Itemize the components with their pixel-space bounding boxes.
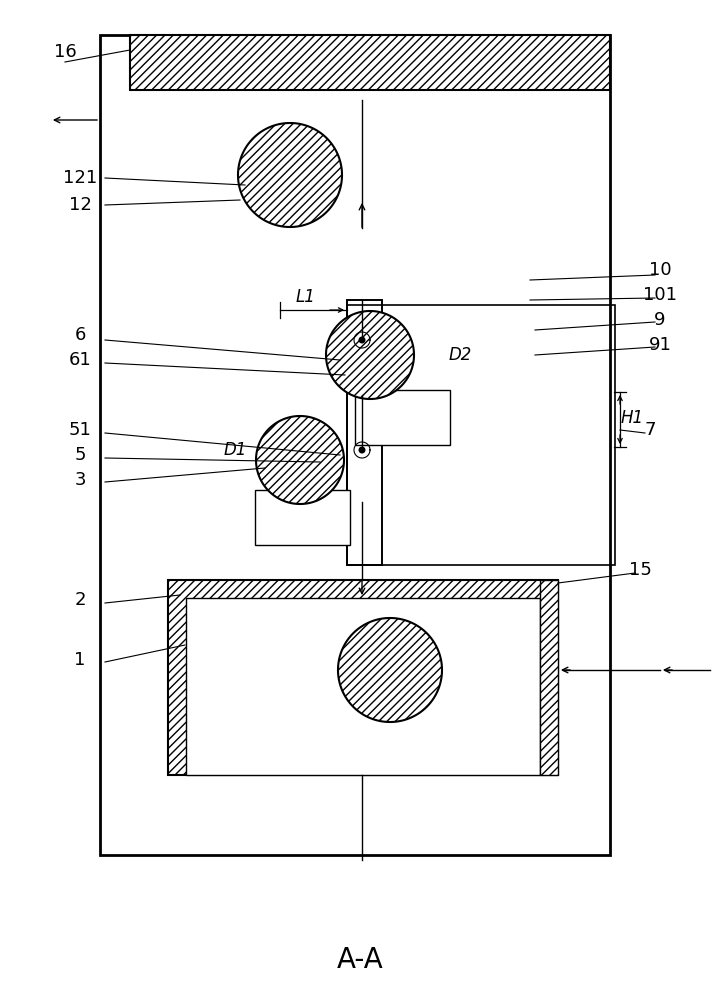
Text: 12: 12: [68, 196, 92, 214]
Text: 101: 101: [643, 286, 677, 304]
Polygon shape: [256, 416, 344, 504]
Text: 7: 7: [645, 421, 656, 439]
Polygon shape: [338, 618, 442, 722]
Polygon shape: [238, 123, 342, 227]
Text: 51: 51: [68, 421, 92, 439]
Bar: [255, 490, 350, 545]
Bar: [347, 305, 615, 565]
Text: 15: 15: [629, 561, 652, 579]
Text: 1: 1: [74, 651, 86, 669]
Bar: [168, 580, 558, 775]
Text: A-A: A-A: [337, 946, 384, 974]
Text: 9: 9: [654, 311, 665, 329]
Text: D1: D1: [224, 441, 247, 459]
Text: 5: 5: [74, 446, 86, 464]
Text: 6: 6: [74, 326, 86, 344]
Text: L1: L1: [295, 288, 315, 306]
Text: 3: 3: [74, 471, 86, 489]
Text: D2: D2: [448, 346, 472, 364]
Bar: [100, 35, 610, 855]
Bar: [355, 390, 450, 445]
Circle shape: [359, 447, 365, 453]
Text: 121: 121: [63, 169, 97, 187]
Text: 91: 91: [649, 336, 671, 354]
Text: 2: 2: [74, 591, 86, 609]
Bar: [347, 300, 382, 565]
Text: 16: 16: [53, 43, 76, 61]
Text: H1: H1: [621, 409, 644, 427]
Bar: [130, 35, 610, 90]
Polygon shape: [326, 311, 414, 399]
Bar: [540, 580, 558, 775]
Text: 61: 61: [68, 351, 92, 369]
Bar: [186, 598, 540, 775]
Text: 10: 10: [649, 261, 671, 279]
Circle shape: [359, 337, 365, 343]
